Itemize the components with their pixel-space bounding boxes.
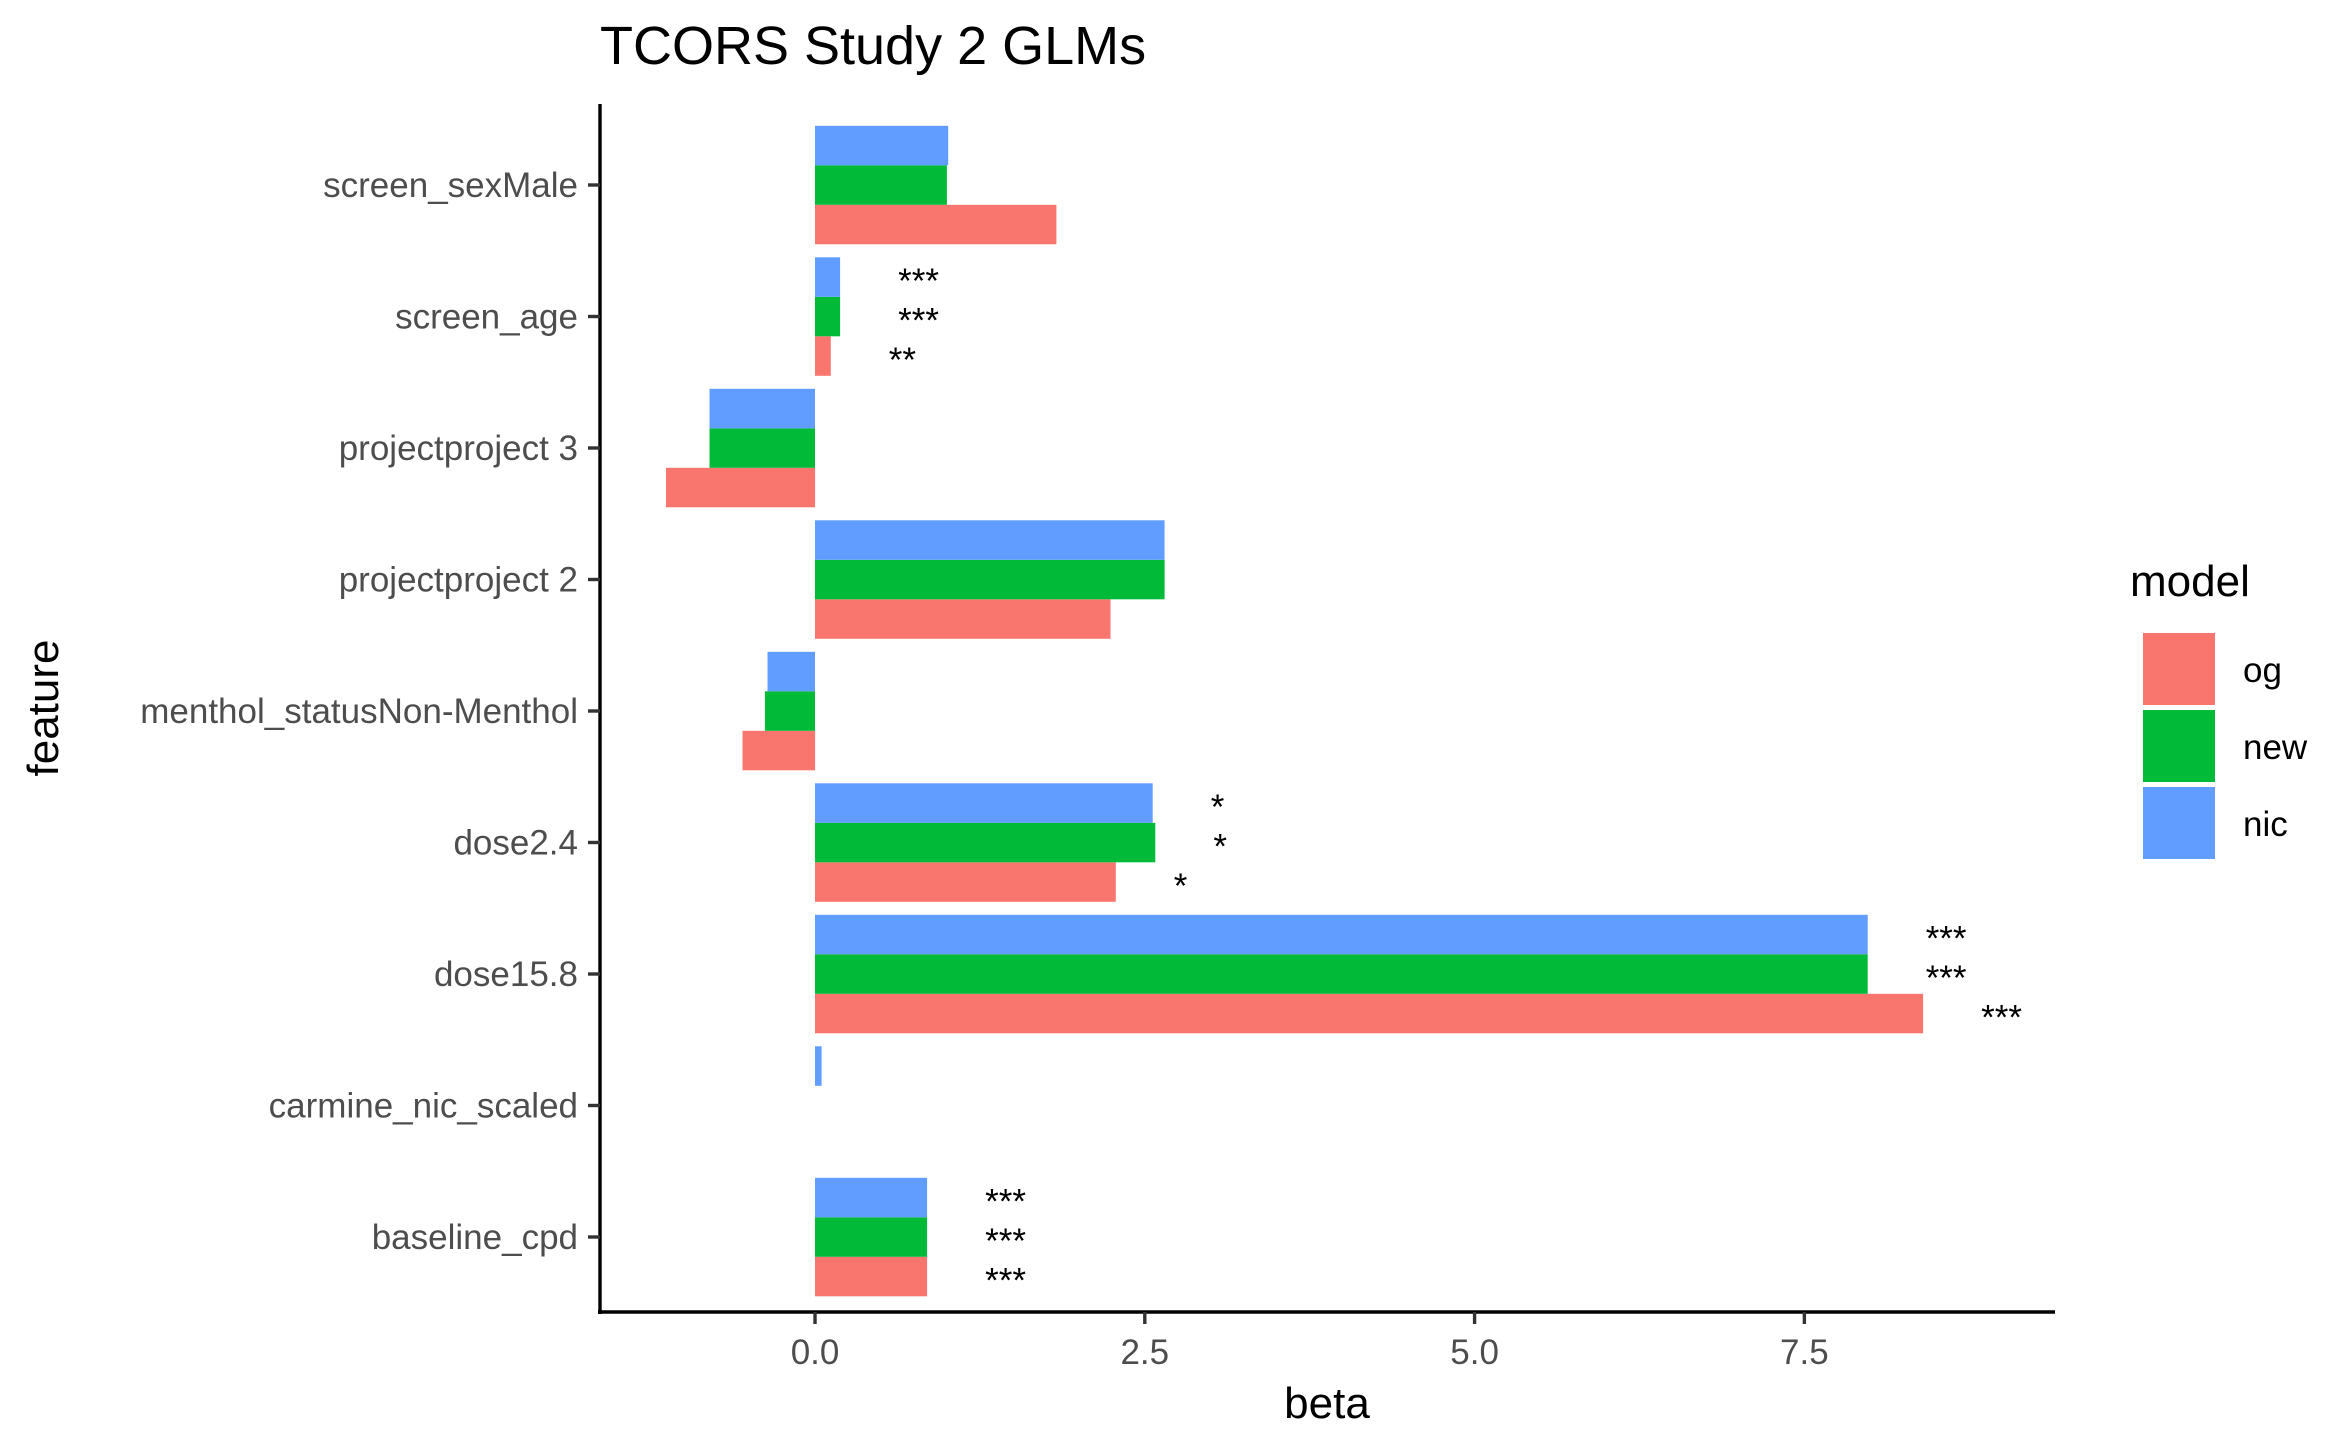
significance-label-nic-baseline-cpd: ***: [985, 1183, 1026, 1222]
bar-og-projectproject-3: [666, 467, 816, 508]
bar-new-dose2-4: [815, 822, 1156, 863]
legend-label-new: new: [2243, 728, 2308, 767]
bar-new-baseline-cpd: [815, 1217, 928, 1257]
y-tick-label-projectproject-3: projectproject 3: [339, 429, 578, 468]
bar-nic-dose15-8: [815, 914, 1868, 955]
y-tick-label-projectproject-2: projectproject 2: [339, 561, 578, 600]
significance-labels: *****************************: [889, 262, 2023, 1301]
axes: [598, 104, 2055, 1314]
y-tick-label-menthol-statusnon-menthol: menthol_statusNon-Menthol: [140, 692, 578, 731]
bars-layer: [666, 125, 1924, 1297]
legend-label-og: og: [2243, 651, 2282, 690]
x-tick-label-1: 2.5: [1120, 1333, 1169, 1372]
bar-og-baseline-cpd: [815, 1256, 928, 1297]
y-axis-title: feature: [19, 640, 68, 777]
x-tick-label-3: 7.5: [1780, 1333, 1829, 1372]
bar-new-screen-age: [815, 296, 841, 337]
bar-og-projectproject-2: [815, 599, 1111, 639]
significance-label-nic-dose15-8: ***: [1926, 920, 1967, 959]
legend-title: model: [2130, 557, 2250, 606]
significance-label-nic-dose2-4: *: [1211, 788, 1225, 827]
y-tick-label-dose2-4: dose2.4: [453, 824, 578, 863]
x-tick-label-0: 0.0: [791, 1333, 840, 1372]
y-tick-label-baseline-cpd: baseline_cpd: [372, 1218, 578, 1257]
bar-nic-projectproject-3: [709, 388, 815, 429]
bar-new-screen-sexmale: [815, 165, 947, 205]
x-axis-title: beta: [1284, 1379, 1370, 1428]
bar-nic-dose2-4: [815, 783, 1153, 823]
y-ticks: screen_sexMale screen_age projectproject 3…: [140, 166, 600, 1257]
bar-og-dose15-8: [815, 993, 1924, 1034]
bar-new-dose15-8: [815, 954, 1868, 994]
significance-label-new-dose2-4: *: [1213, 828, 1227, 867]
bar-nic-projectproject-2: [815, 520, 1165, 560]
significance-label-og-screen-age: **: [889, 341, 917, 380]
significance-label-og-dose2-4: *: [1174, 867, 1188, 906]
legend-key-new: [2143, 710, 2215, 782]
significance-label-og-dose15-8: ***: [1981, 999, 2022, 1038]
bar-og-menthol-statusnon-menthol: [742, 730, 816, 771]
bar-nic-menthol-statusnon-menthol: [767, 651, 815, 692]
bar-new-projectproject-2: [815, 559, 1165, 600]
significance-label-new-dose15-8: ***: [1926, 959, 1967, 998]
y-tick-label-carmine-nic-scaled: carmine_nic_scaled: [269, 1087, 578, 1126]
significance-label-new-baseline-cpd: ***: [985, 1222, 1026, 1261]
y-tick-label-screen-age: screen_age: [395, 298, 578, 337]
bar-nic-screen-age: [815, 257, 841, 297]
y-tick-label-screen-sexmale: screen_sexMale: [323, 166, 578, 205]
legend: model og new nic: [2130, 557, 2308, 859]
legend-key-nic: [2143, 787, 2215, 859]
significance-label-nic-screen-age: ***: [898, 262, 939, 301]
significance-label-og-baseline-cpd: ***: [985, 1262, 1026, 1301]
bar-og-screen-age: [815, 336, 831, 376]
bar-nic-carmine-nic-scaled: [815, 1046, 822, 1086]
x-ticks: 0.0 2.5 5.0 7.5: [791, 1312, 1829, 1372]
significance-label-new-screen-age: ***: [898, 302, 939, 341]
bar-new-projectproject-3: [709, 428, 815, 468]
bar-nic-screen-sexmale: [815, 125, 949, 166]
chart-title: TCORS Study 2 GLMs: [600, 16, 1146, 76]
legend-key-og: [2143, 633, 2215, 705]
bar-new-menthol-statusnon-menthol: [764, 691, 815, 731]
x-tick-label-2: 5.0: [1450, 1333, 1499, 1372]
y-tick-label-dose15-8: dose15.8: [434, 955, 578, 994]
bar-og-dose2-4: [815, 862, 1116, 902]
bar-nic-baseline-cpd: [815, 1177, 928, 1218]
bar-og-screen-sexmale: [815, 204, 1057, 245]
legend-label-nic: nic: [2243, 805, 2288, 844]
